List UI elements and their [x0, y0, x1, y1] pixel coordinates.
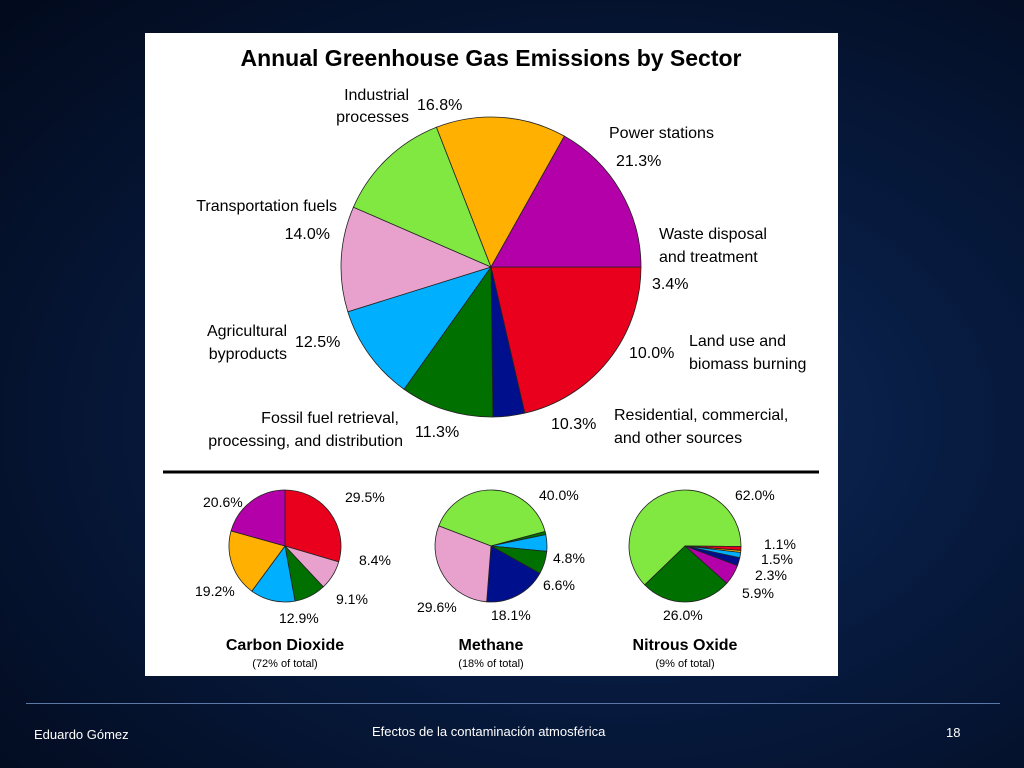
chart-panel: Annual Greenhouse Gas Emissions by Secto… — [145, 33, 838, 676]
label-residential: Residential, commercial, and other source… — [614, 407, 788, 447]
main-slice-7 — [490, 135, 642, 268]
co2-value-0: 29.5% — [345, 489, 385, 505]
label-power-stations: Power stations — [609, 125, 714, 142]
co2-value-5: 19.2% — [195, 583, 235, 599]
n2o-pie — [628, 489, 742, 603]
small-pie-labels: 29.5% 20.6% 8.4% 19.2% 9.1% 12.9% 40.0% … — [195, 487, 796, 626]
label-industrial-processes: Industrial processes — [336, 87, 409, 126]
footer-divider — [26, 703, 1000, 704]
methane-value-3: 6.6% — [543, 577, 575, 593]
methane-value-0: 40.0% — [539, 487, 579, 503]
value-fossil-fuel: 11.3% — [415, 424, 459, 441]
co2-value-2: 8.4% — [359, 552, 391, 568]
value-transportation-fuels: 14.0% — [285, 226, 330, 243]
methane-value-5: 29.6% — [417, 599, 457, 615]
co2-value-6: 20.6% — [203, 494, 243, 510]
n2o-value-5: 5.9% — [742, 585, 774, 601]
slide-number: 18 — [946, 725, 961, 740]
n2o-value-6: 26.0% — [663, 607, 703, 623]
methane-value-2: 4.8% — [553, 550, 585, 566]
main-slice-6 — [435, 116, 565, 268]
methane-slice-5 — [434, 525, 492, 603]
value-land-use: 10.0% — [629, 345, 674, 362]
label-transportation-fuels: Transportation fuels — [196, 198, 337, 215]
main-pie-labels: Industrial processes 16.8% Power stations… — [196, 87, 806, 450]
value-industrial-processes: 16.8% — [417, 97, 462, 114]
co2-slice-0 — [284, 489, 342, 563]
main-slice-0 — [490, 266, 642, 414]
n2o-value-0: 62.0% — [735, 487, 775, 503]
methane-pie — [434, 489, 548, 603]
co2-value-4: 12.9% — [279, 610, 319, 626]
n2o-slice-6 — [644, 545, 728, 603]
methane-value-4: 18.1% — [491, 607, 531, 623]
footer-author: Eduardo Gómez — [34, 727, 129, 742]
main-slice-5 — [352, 126, 492, 268]
label-waste-disposal: Waste disposal and treatment — [659, 226, 767, 266]
main-slice-3 — [347, 266, 493, 390]
n2o-value-4: 2.3% — [755, 567, 787, 583]
methane-slice-0 — [438, 489, 546, 547]
value-agricultural-byproducts: 12.5% — [295, 334, 340, 351]
methane-title: Methane — [459, 637, 524, 654]
small-pie-titles: Carbon Dioxide (72% of total) Methane (1… — [226, 637, 738, 670]
n2o-value-3: 1.5% — [761, 551, 793, 567]
label-fossil-fuel: Fossil fuel retrieval, processing, and di… — [208, 410, 403, 450]
n2o-title: Nitrous Oxide — [633, 637, 738, 654]
label-agricultural-byproducts: Agricultural byproducts — [207, 323, 287, 363]
methane-slice-4 — [486, 545, 541, 603]
co2-value-3: 9.1% — [336, 591, 368, 607]
main-slice-2 — [403, 265, 494, 418]
co2-subtitle: (72% of total) — [252, 658, 317, 670]
methane-subtitle: (18% of total) — [458, 658, 523, 670]
co2-pie — [228, 489, 342, 603]
value-waste-disposal: 3.4% — [652, 276, 688, 293]
n2o-value-1: 1.1% — [764, 536, 796, 552]
emissions-chart: Annual Greenhouse Gas Emissions by Secto… — [163, 45, 819, 670]
footer-title: Efectos de la contaminación atmosférica — [372, 724, 606, 739]
label-land-use: Land use and biomass burning — [689, 333, 806, 373]
co2-title: Carbon Dioxide — [226, 637, 344, 654]
co2-slice-6 — [230, 489, 286, 547]
n2o-slice-0 — [628, 489, 742, 586]
n2o-subtitle: (9% of total) — [655, 658, 714, 670]
main-slice-4 — [340, 206, 493, 313]
value-power-stations: 21.3% — [616, 153, 661, 170]
co2-slice-5 — [228, 530, 286, 592]
main-pie — [340, 116, 642, 418]
value-residential: 10.3% — [551, 416, 596, 433]
main-chart-title: Annual Greenhouse Gas Emissions by Secto… — [240, 45, 741, 71]
